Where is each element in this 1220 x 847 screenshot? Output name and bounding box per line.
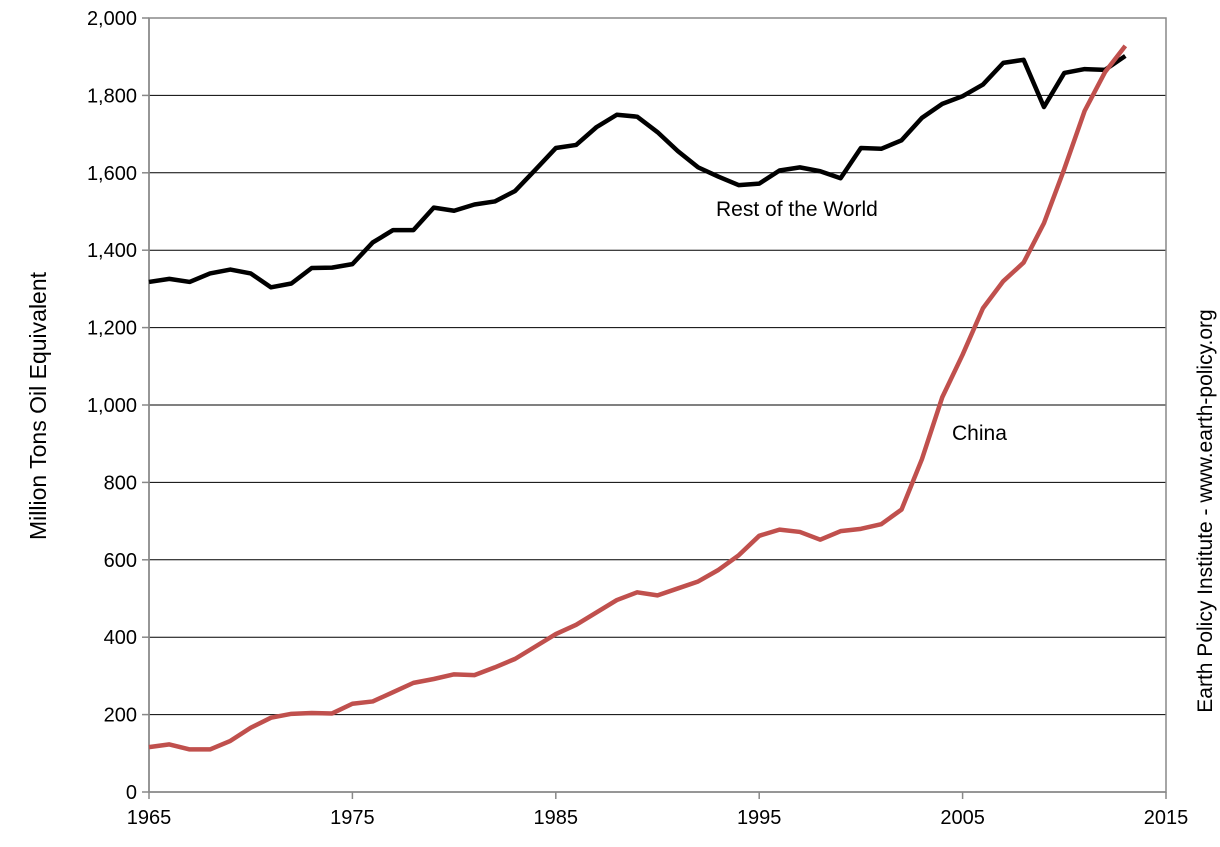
x-tick-label: 1985 bbox=[534, 807, 579, 829]
x-tick-label: 1965 bbox=[127, 807, 172, 829]
x-tick-label: 1995 bbox=[737, 807, 782, 829]
y-tick-label: 400 bbox=[104, 627, 137, 649]
source-credit: Earth Policy Institute - www.earth-polic… bbox=[1194, 309, 1217, 712]
y-tick-label: 1,000 bbox=[87, 395, 137, 417]
x-tick-label: 1975 bbox=[330, 807, 375, 829]
x-tick-label: 2015 bbox=[1144, 807, 1189, 829]
series-line-china bbox=[148, 44, 1128, 752]
y-tick-label: 1,400 bbox=[87, 240, 137, 262]
y-tick-label: 1,200 bbox=[87, 318, 137, 340]
y-tick-label: 2,000 bbox=[87, 8, 137, 30]
y-tick-label: 1,800 bbox=[87, 85, 137, 107]
series-lines bbox=[148, 44, 1128, 752]
y-tick-label: 0 bbox=[126, 782, 137, 804]
axes: 0 200 400 600 800 1,000 1,200 1,400 1,600 1,800 2,… bbox=[87, 8, 1188, 829]
series-label-rest-of-world: Rest of the World bbox=[716, 198, 878, 221]
y-tick-label: 600 bbox=[104, 550, 137, 572]
y-tick-label: 1,600 bbox=[87, 163, 137, 185]
series-label-china: China bbox=[952, 422, 1007, 445]
labels: Million Tons Oil Equivalent Earth Policy… bbox=[25, 198, 1217, 713]
y-tick-label: 800 bbox=[104, 472, 137, 494]
y-axis-title: Million Tons Oil Equivalent bbox=[25, 271, 51, 540]
x-tick-label: 2005 bbox=[940, 807, 985, 829]
series-line-rest-of-world bbox=[148, 54, 1127, 290]
gridlines bbox=[149, 17, 1166, 716]
y-tick-label: 200 bbox=[104, 705, 137, 727]
